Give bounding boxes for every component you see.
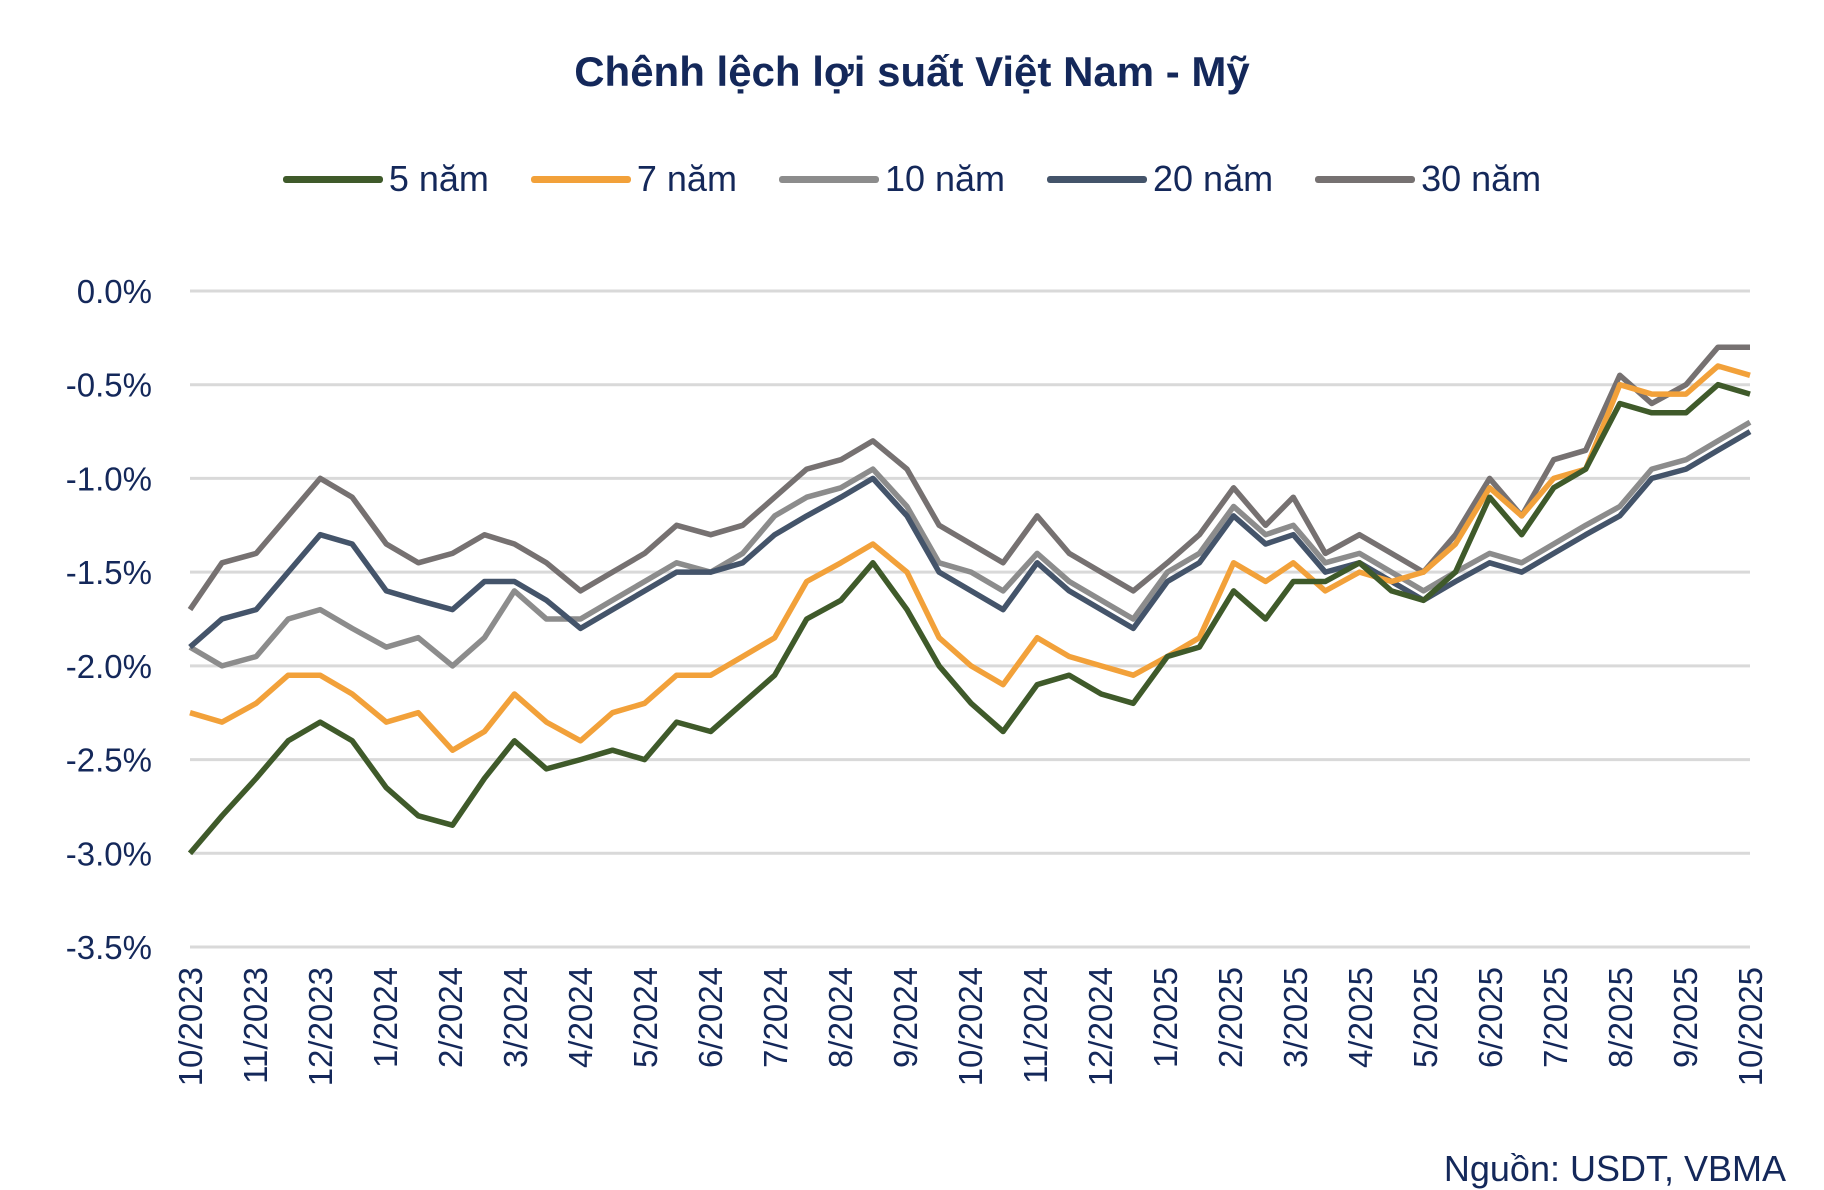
legend-label: 10 năm (884, 158, 1006, 199)
legend-item: 5 năm (282, 158, 489, 200)
series-line-5-năm (187, 381, 1751, 856)
x-tick-label: 11/2023 (237, 967, 274, 1084)
source-note: Nguồn: USDT, VBMA (1443, 1148, 1786, 1189)
x-tick-label: 8/2025 (1602, 967, 1639, 1068)
x-tick-label: 4/2025 (1342, 967, 1379, 1068)
x-tick-label: 2/2025 (1212, 967, 1249, 1068)
y-tick-label: 0.0% (77, 273, 152, 310)
legend-label: 5 năm (388, 158, 489, 199)
legend-item: 10 năm (778, 158, 1006, 200)
y-tick-label: -2.0% (66, 648, 152, 685)
legend-swatch (1047, 175, 1148, 183)
y-tick-label: -3.5% (66, 929, 152, 966)
x-tick-label: 2/2024 (432, 967, 469, 1068)
legend-item: 30 năm (1315, 158, 1541, 200)
legend-label: 20 năm (1153, 158, 1274, 199)
legend: 5 năm 7 năm 10 năm 20 năm 30 năm (0, 158, 1824, 200)
y-tick-label: -1.5% (66, 554, 152, 591)
chart-title: Chênh lệch lợi suất Việt Nam - Mỹ (574, 48, 1250, 95)
x-tick-label: 4/2024 (562, 967, 599, 1068)
y-tick-label: -3.0% (66, 835, 152, 872)
legend-swatch (778, 175, 879, 183)
x-tick-label: 5/2024 (627, 967, 664, 1068)
x-tick-label: 10/2023 (172, 967, 209, 1086)
x-tick-label: 7/2025 (1537, 967, 1574, 1068)
x-tick-label: 3/2025 (1277, 967, 1314, 1068)
series-line-20-năm (188, 429, 1752, 650)
y-tick-label: -0.5% (66, 367, 152, 404)
x-tick-label: 9/2024 (887, 967, 924, 1068)
series-line-10-năm (188, 419, 1752, 669)
x-tick-label: 9/2025 (1667, 967, 1704, 1068)
x-tick-label: 6/2025 (1472, 967, 1509, 1068)
x-tick-label: 6/2024 (692, 967, 729, 1068)
legend-item: 20 năm (1047, 158, 1273, 200)
legend-swatch (1315, 175, 1416, 183)
x-tick-label: 10/2024 (952, 967, 989, 1086)
x-tick-label: 1/2024 (367, 967, 404, 1068)
legend-swatch (282, 175, 383, 183)
x-tick-label: 7/2024 (757, 967, 794, 1068)
x-tick-label: 12/2024 (1082, 967, 1119, 1086)
legend-item: 7 năm (530, 158, 737, 200)
x-tick-label: 5/2025 (1407, 967, 1444, 1068)
y-tick-label: -2.5% (66, 742, 152, 779)
legend-label: 7 năm (636, 158, 737, 199)
x-tick-label: 12/2023 (302, 967, 339, 1086)
x-tick-label: 3/2024 (497, 967, 534, 1068)
series-line-7-năm (189, 363, 1751, 753)
legend-swatch (530, 175, 631, 183)
x-tick-label: 1/2025 (1147, 967, 1184, 1068)
x-tick-label: 8/2024 (822, 967, 859, 1068)
series-line-30-năm (187, 344, 1750, 612)
x-tick-label: 11/2024 (1017, 967, 1054, 1084)
x-tick-label: 10/2025 (1732, 967, 1769, 1086)
y-tick-label: -1.0% (66, 460, 152, 497)
legend-label: 30 năm (1421, 158, 1542, 199)
